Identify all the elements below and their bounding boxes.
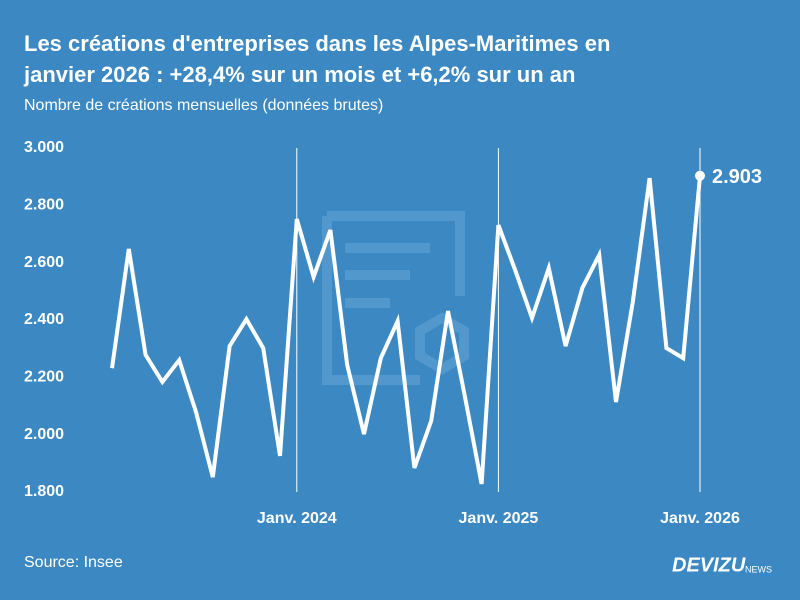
source: Source: Insee [24,554,123,571]
x-tick-label: Janv. 2025 [459,510,539,527]
x-tick-label: Janv. 2024 [257,510,337,527]
chart-subtitle: Nombre de créations mensuelles (données … [24,97,383,114]
value-label: 2.903 [712,166,762,188]
brand-suffix: NEWS [745,564,772,574]
watermark [322,211,469,385]
y-tick-label: 2.200 [24,369,64,386]
y-tick-label: 2.600 [24,254,64,271]
y-tick-label: 1.800 [24,483,64,500]
point [695,170,705,181]
y-tick-label: 2.000 [24,426,64,443]
y-tick-label: 2.800 [24,197,64,214]
line [110,175,702,485]
y-tick-label: 3.000 [24,139,64,156]
chart-title: Les créations d'entreprises dans les Alp… [23,31,610,87]
brand: DEVIZU [672,554,746,576]
y-tick-label: 2.400 [24,311,64,328]
x-tick-label: Janv. 2026 [660,510,740,527]
